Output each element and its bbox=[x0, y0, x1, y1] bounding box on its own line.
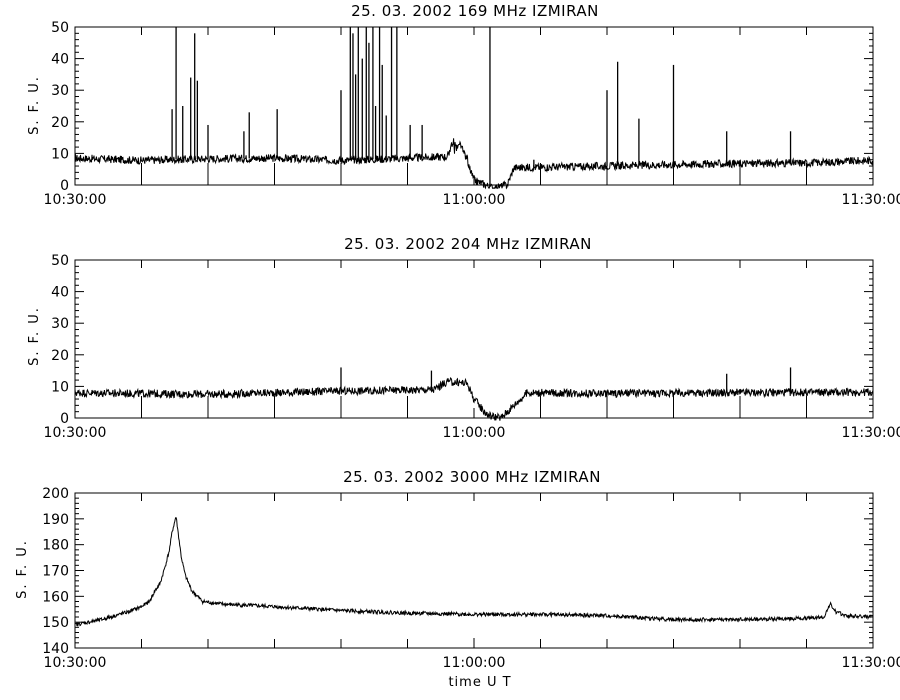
y-axis-label: S. F. U. bbox=[27, 306, 42, 366]
y-tick-label: 0 bbox=[60, 178, 69, 194]
plot-area: 0 10 20 30 40 50 10:30:00 11:00:00 11:30:00 bbox=[44, 20, 900, 208]
plot-area: 140 150 160 170 180 190 200 10:30:00 11:00:00 11:… bbox=[42, 486, 900, 671]
y-tick-label: 170 bbox=[42, 564, 69, 580]
y-tick-label: 200 bbox=[42, 486, 69, 502]
y-tick-label: 30 bbox=[51, 83, 69, 99]
series-line bbox=[74, 517, 874, 628]
chart-panel-204mhz: 25. 03. 2002 204 MHz IZMIRAN S. F. U. 01… bbox=[27, 235, 900, 441]
y-tick-label: 140 bbox=[42, 641, 69, 657]
y-tick-label: 160 bbox=[42, 589, 69, 605]
y-tick-label: 190 bbox=[42, 512, 69, 528]
chart-panel-169mhz: 25. 03. 2002 169 MHz IZMIRAN S. F. U. 01… bbox=[27, 2, 900, 208]
x-tick-label: 11:30:00 bbox=[842, 192, 900, 208]
y-tick-label: 180 bbox=[42, 538, 69, 554]
x-tick-label: 11:30:00 bbox=[842, 425, 900, 441]
plot-area: 0 10 20 30 40 50 10:30:00 11:00:00 11:30:00 bbox=[44, 253, 900, 441]
y-tick-label: 10 bbox=[51, 379, 69, 395]
y-tick-label: 40 bbox=[51, 285, 69, 301]
plot-frame bbox=[74, 492, 874, 649]
x-axis-label: time U T bbox=[448, 675, 511, 690]
y-tick-label: 0 bbox=[60, 411, 69, 427]
y-tick-label: 10 bbox=[51, 146, 69, 162]
series-line bbox=[74, 138, 874, 190]
x-tick-label: 11:30:00 bbox=[842, 655, 900, 671]
x-tick-label: 11:00:00 bbox=[443, 425, 506, 441]
y-tick-label: 30 bbox=[51, 316, 69, 332]
x-tick-label: 10:30:00 bbox=[44, 192, 107, 208]
y-tick-label: 50 bbox=[51, 253, 69, 269]
series-line bbox=[74, 377, 874, 421]
chart-panel-3000mhz: 25. 03. 2002 3000 MHz IZMIRAN S. F. U. t… bbox=[15, 468, 900, 690]
y-axis-label: S. F. U. bbox=[27, 75, 42, 135]
y-tick-label: 40 bbox=[51, 52, 69, 68]
chart-title: 25. 03. 2002 169 MHz IZMIRAN bbox=[351, 2, 599, 20]
x-tick-label: 11:00:00 bbox=[443, 192, 506, 208]
y-tick-label: 50 bbox=[51, 20, 69, 36]
y-tick-label: 20 bbox=[51, 115, 69, 131]
x-tick-label: 10:30:00 bbox=[44, 425, 107, 441]
y-tick-label: 150 bbox=[42, 615, 69, 631]
x-tick-label: 10:30:00 bbox=[44, 655, 107, 671]
y-tick-label: 20 bbox=[51, 348, 69, 364]
x-tick-label: 11:00:00 bbox=[443, 655, 506, 671]
chart-title: 25. 03. 2002 204 MHz IZMIRAN bbox=[344, 235, 592, 253]
chart-title: 25. 03. 2002 3000 MHz IZMIRAN bbox=[343, 468, 601, 486]
y-axis-label: S. F. U. bbox=[15, 539, 30, 599]
